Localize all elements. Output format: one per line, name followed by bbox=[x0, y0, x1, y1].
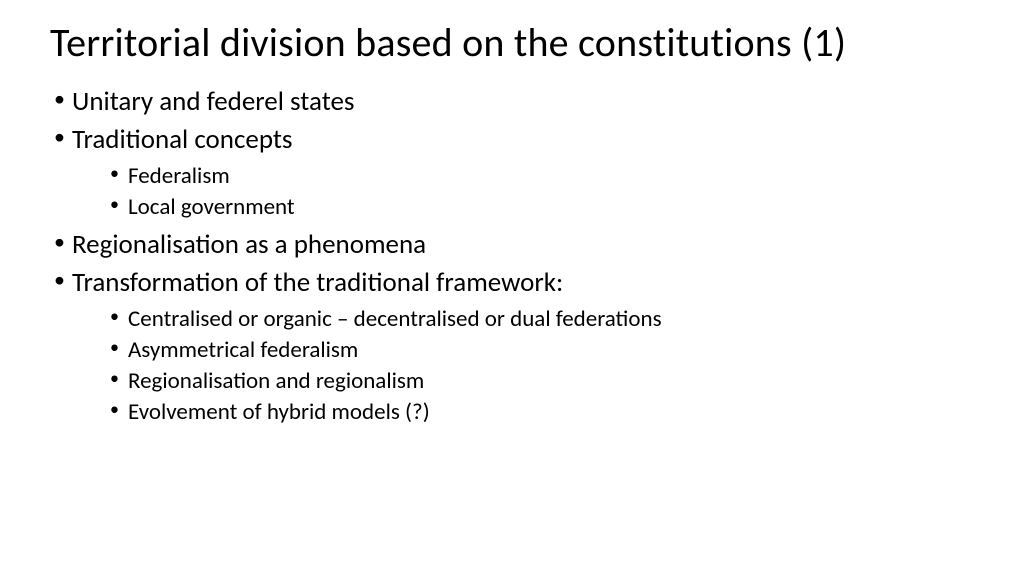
slide-title: Territorial division based on the consti… bbox=[50, 20, 974, 66]
sub-bullet-item: Local government bbox=[72, 192, 974, 223]
sub-bullet-item: Asymmetrical federalism bbox=[72, 335, 974, 366]
sub-bullet-list: Centralised or organic – decentralised o… bbox=[72, 304, 974, 428]
bullet-list: Unitary and federel states Traditional c… bbox=[50, 84, 974, 428]
slide: Territorial division based on the consti… bbox=[0, 0, 1024, 576]
bullet-item: Unitary and federel states bbox=[50, 84, 974, 120]
sub-bullet-item: Centralised or organic – decentralised o… bbox=[72, 304, 974, 335]
bullet-item: Transformation of the traditional framew… bbox=[50, 265, 974, 428]
sub-bullet-item: Regionalisation and regionalism bbox=[72, 366, 974, 397]
bullet-text: Traditional concepts bbox=[72, 123, 293, 156]
bullet-item: Traditional concepts Federalism Local go… bbox=[50, 122, 974, 223]
sub-bullet-list: Federalism Local government bbox=[72, 161, 974, 223]
sub-bullet-item: Federalism bbox=[72, 161, 974, 192]
bullet-text: Transformation of the traditional framew… bbox=[72, 266, 563, 299]
bullet-item: Regionalisation as a phenomena bbox=[50, 227, 974, 263]
sub-bullet-item: Evolvement of hybrid models (?) bbox=[72, 397, 974, 428]
